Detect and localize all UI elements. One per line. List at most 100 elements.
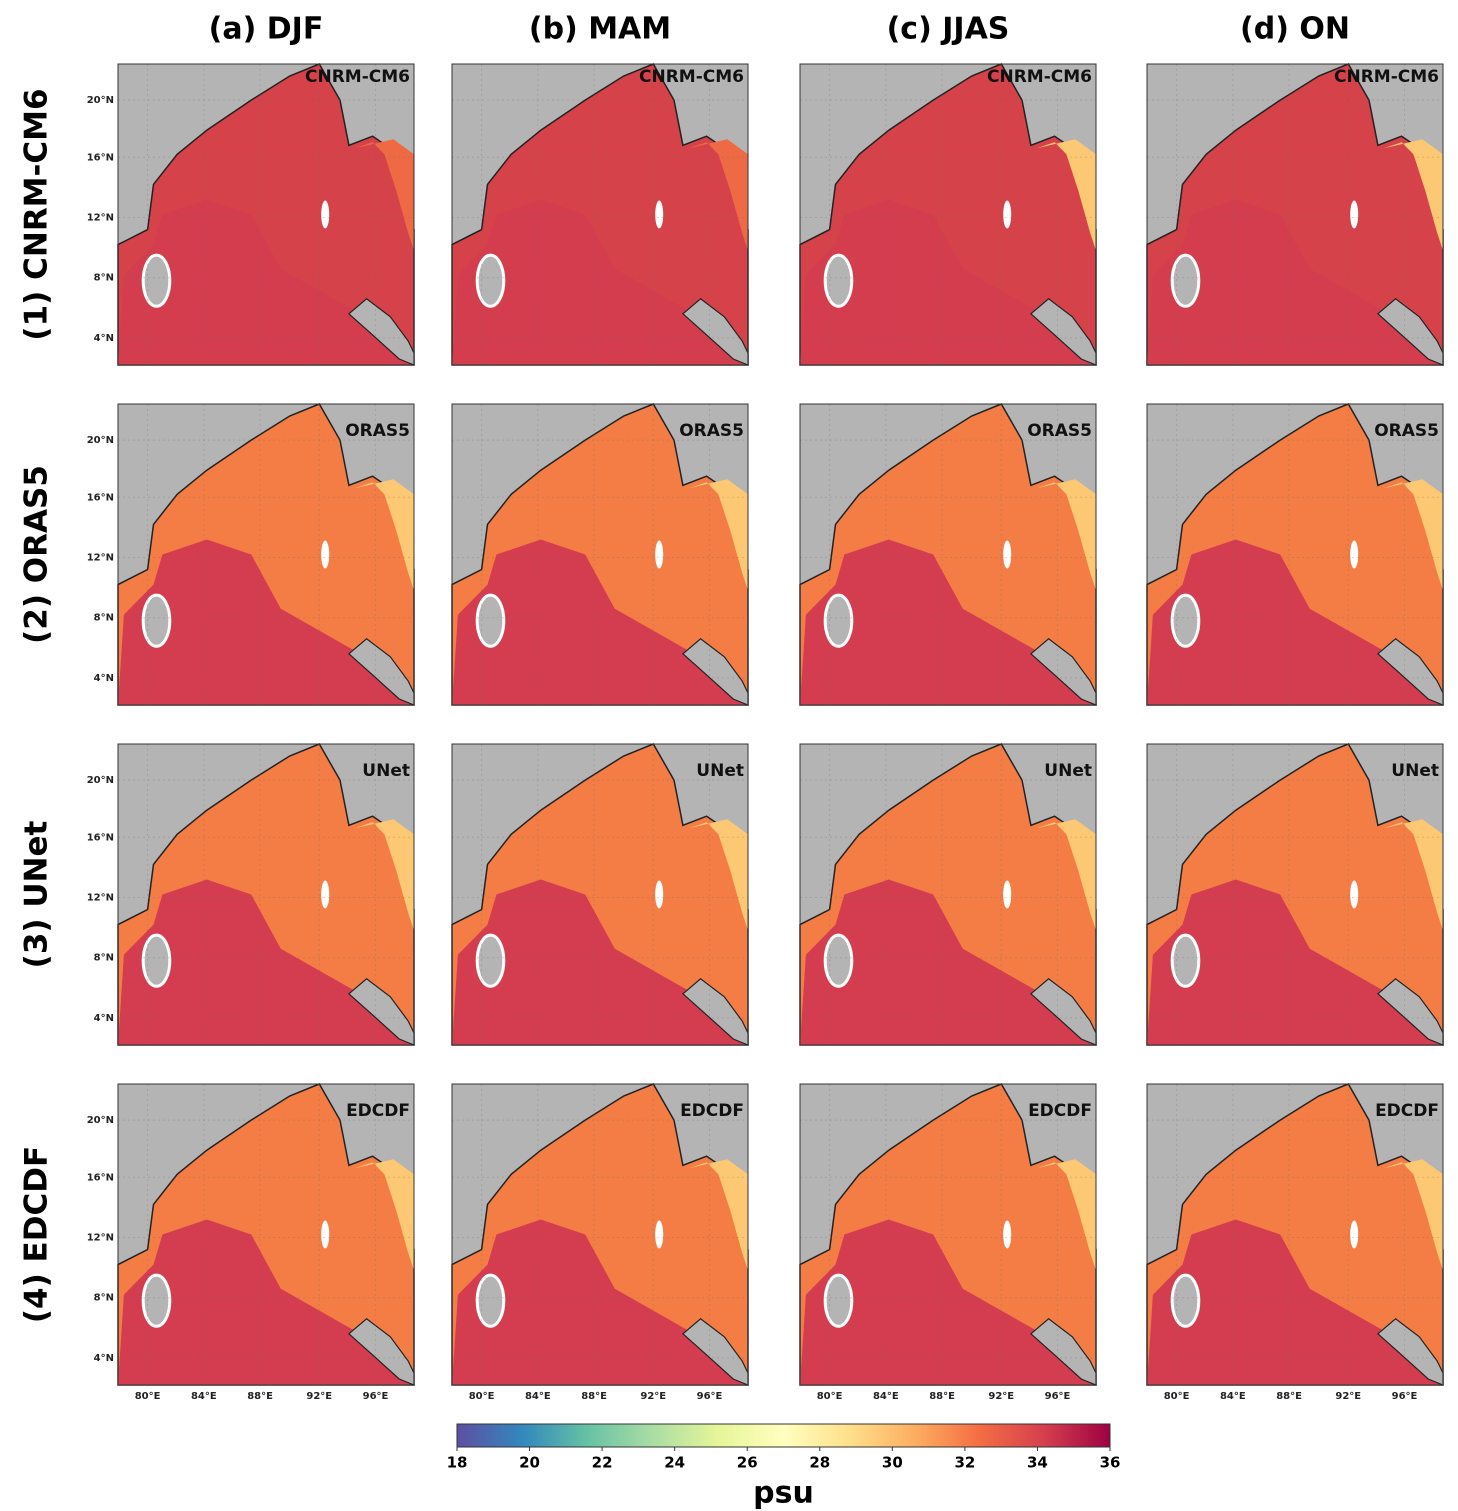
row-label: (2) ORAS5 [19, 465, 55, 644]
panel-label: ORAS5 [1027, 421, 1092, 441]
map-panel: EDCDF 80°E 84°E 88°E 92°E 96°E [800, 1084, 1096, 1402]
panel-label: CNRM-CM6 [305, 67, 410, 87]
lat-tick-label: 4°N [94, 1353, 114, 1364]
lat-tick-label: 12°N [87, 893, 114, 904]
lon-tick-label: 80°E [817, 1391, 843, 1402]
row-label: (3) UNet [19, 820, 55, 968]
lon-tick-label: 92°E [988, 1391, 1014, 1402]
panel-label: UNet [1044, 761, 1092, 781]
andaman-islands [655, 1221, 663, 1249]
map-panel: ORAS5 [800, 404, 1096, 705]
lon-tick-label: 88°E [581, 1391, 607, 1402]
lon-tick-label: 84°E [873, 1391, 899, 1402]
colorbar-tick-label: 32 [954, 1454, 975, 1472]
lon-tick-label: 92°E [1335, 1391, 1361, 1402]
lon-tick-label: 80°E [135, 1391, 161, 1402]
panel-label: CNRM-CM6 [1334, 67, 1439, 87]
lat-tick-label: 16°N [87, 492, 114, 503]
colorbar-tick-label: 28 [809, 1454, 830, 1472]
colorbar-tick-label: 26 [737, 1454, 758, 1472]
lat-tick-label: 8°N [94, 273, 114, 284]
lon-tick-label: 84°E [191, 1391, 217, 1402]
colorbar-label: psu [753, 1476, 814, 1511]
map-panel: ORAS5 [452, 404, 748, 705]
lon-tick-label: 96°E [1045, 1391, 1071, 1402]
row-label: (4) EDCDF [19, 1146, 55, 1323]
andaman-islands [655, 541, 663, 569]
column-title: (d) ON [1240, 12, 1350, 47]
row-label: (1) CNRM-CM6 [19, 88, 55, 340]
lat-tick-label: 20°N [87, 1115, 114, 1126]
andaman-islands [321, 541, 329, 569]
lat-tick-label: 12°N [87, 553, 114, 564]
lat-tick-label: 16°N [87, 1172, 114, 1183]
lat-tick-label: 12°N [87, 213, 114, 224]
lon-tick-label: 88°E [1276, 1391, 1302, 1402]
colorbar-tick-label: 30 [882, 1454, 903, 1472]
column-title: (b) MAM [529, 12, 671, 47]
colorbar-tick-label: 22 [592, 1454, 613, 1472]
colorbar-tick-label: 20 [519, 1454, 540, 1472]
map-panel: CNRM-CM6 [452, 64, 748, 365]
panel-label: UNet [1391, 761, 1439, 781]
lat-tick-label: 8°N [94, 1293, 114, 1304]
lat-tick-label: 12°N [87, 1233, 114, 1244]
map-panel: CNRM-CM6 20°N 16°N 12°N 8°N 4°N [87, 64, 414, 365]
panel-label: EDCDF [680, 1101, 744, 1121]
lon-tick-label: 96°E [1392, 1391, 1418, 1402]
column-title: (a) DJF [209, 12, 324, 47]
andaman-islands [1003, 541, 1011, 569]
panel-label: ORAS5 [1374, 421, 1439, 441]
panel-label: EDCDF [1375, 1101, 1439, 1121]
panel-label: CNRM-CM6 [639, 67, 744, 87]
map-panel: CNRM-CM6 [800, 64, 1096, 365]
lon-tick-label: 88°E [929, 1391, 955, 1402]
panel-label: CNRM-CM6 [987, 67, 1092, 87]
andaman-islands [1350, 1221, 1358, 1249]
panel-label: UNet [696, 761, 744, 781]
panel-label: EDCDF [1028, 1101, 1092, 1121]
andaman-islands [1350, 201, 1358, 229]
lon-tick-label: 84°E [525, 1391, 551, 1402]
lon-tick-label: 92°E [306, 1391, 332, 1402]
andaman-islands [321, 1221, 329, 1249]
lat-tick-label: 16°N [87, 832, 114, 843]
lon-tick-label: 80°E [469, 1391, 495, 1402]
panel-label: UNet [362, 761, 410, 781]
map-panel: UNet [800, 744, 1096, 1045]
andaman-islands [1003, 201, 1011, 229]
andaman-islands [1003, 1221, 1011, 1249]
lat-tick-label: 16°N [87, 152, 114, 163]
map-panel: CNRM-CM6 [1147, 64, 1443, 365]
panel-label: ORAS5 [679, 421, 744, 441]
colorbar [457, 1424, 1110, 1447]
lat-tick-label: 4°N [94, 1013, 114, 1024]
lon-tick-label: 84°E [1220, 1391, 1246, 1402]
panel-label: ORAS5 [345, 421, 410, 441]
colorbar-tick-label: 34 [1027, 1454, 1048, 1472]
lat-tick-label: 20°N [87, 435, 114, 446]
andaman-islands [655, 201, 663, 229]
andaman-islands [1350, 881, 1358, 909]
colorbar-tick-label: 36 [1100, 1454, 1121, 1472]
map-panel: UNet [1147, 744, 1443, 1045]
andaman-islands [655, 881, 663, 909]
lon-tick-label: 96°E [697, 1391, 723, 1402]
andaman-islands [321, 201, 329, 229]
figure: (a) DJF (b) MAM (c) JJAS (d) ON (1) CNRM-CM6… [0, 0, 1458, 1511]
lat-tick-label: 8°N [94, 613, 114, 624]
colorbar-tick-label: 24 [664, 1454, 685, 1472]
andaman-islands [321, 881, 329, 909]
map-panel: ORAS5 [1147, 404, 1443, 705]
column-title: (c) JJAS [887, 12, 1010, 47]
lat-tick-label: 4°N [94, 333, 114, 344]
panel-label: EDCDF [346, 1101, 410, 1121]
lat-tick-label: 20°N [87, 775, 114, 786]
andaman-islands [1003, 881, 1011, 909]
lat-tick-label: 20°N [87, 95, 114, 106]
colorbar-tick-label: 18 [447, 1454, 468, 1472]
